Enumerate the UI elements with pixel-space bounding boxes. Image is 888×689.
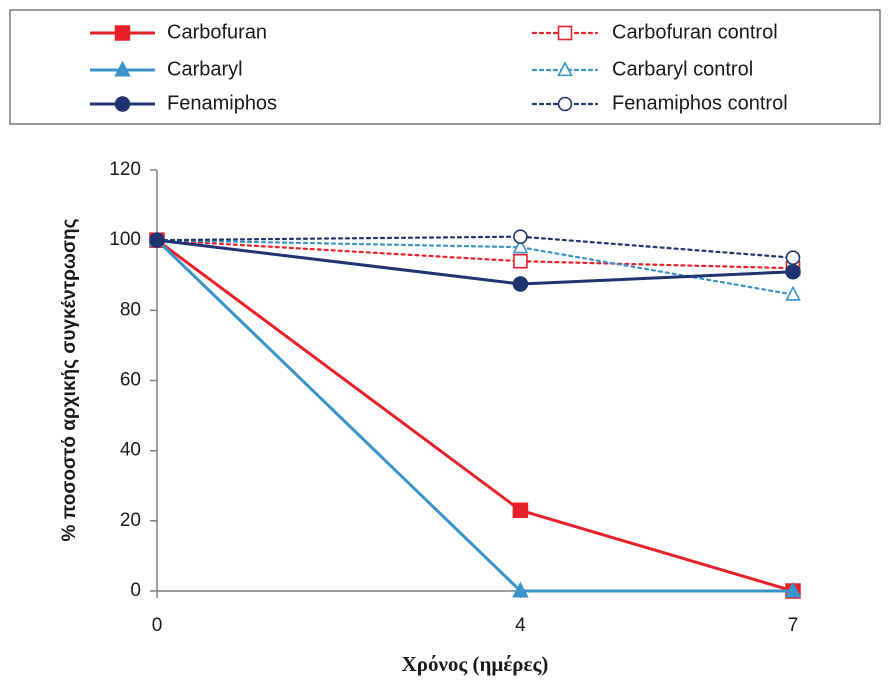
legend-item-fenamiphos: Fenamiphos <box>90 92 277 114</box>
legend-marker-carbaryl-control <box>557 61 573 77</box>
series-line-carbaryl <box>155 239 793 593</box>
data-point-carbaryl <box>512 581 529 598</box>
data-point-carbaryl-control <box>512 238 529 254</box>
y-tick-label: 80 <box>120 299 141 320</box>
data-point-carbofuran <box>512 502 529 519</box>
legend-marker-carbofuran-control <box>557 25 573 41</box>
legend-label-carbofuran-control: Carbofuran control <box>612 21 778 43</box>
y-tick-label: 60 <box>120 370 141 391</box>
y-tick-label: 100 <box>109 229 141 250</box>
y-tick-label: 0 <box>130 580 141 601</box>
legend-item-carbaryl: Carbaryl <box>90 58 243 80</box>
legend: Carbofuran Carbaryl Fenamiphos Carbofuran c… <box>9 9 881 125</box>
legend-marker-carbofuran <box>114 25 131 41</box>
x-tick-label: 4 <box>515 615 526 636</box>
series-fenamiphos <box>149 232 801 292</box>
y-tick-label: 40 <box>120 440 141 461</box>
legend-label-carbaryl-control: Carbaryl control <box>612 58 753 80</box>
data-point-carbaryl <box>784 581 802 598</box>
legend-item-carbofuran: Carbofuran <box>90 21 267 43</box>
x-tick-label: 0 <box>152 615 163 636</box>
data-point-fenamiphos <box>149 232 165 248</box>
data-point-carbofuran-control <box>513 253 528 269</box>
legend-label-fenamiphos: Fenamiphos <box>167 92 277 114</box>
data-point-carbaryl-control <box>785 285 801 301</box>
legend-marker-fenamiphos-control <box>557 96 573 112</box>
series-carbaryl <box>148 230 802 598</box>
series-line-carbaryl-control <box>155 239 795 296</box>
data-point-fenamiphos <box>512 276 529 292</box>
legend-label-carbaryl: Carbaryl <box>167 58 243 80</box>
legend-label-carbofuran: Carbofuran <box>167 21 267 43</box>
y-axis-title: % ποσοστό αρχικής συγκέντρωσης <box>59 218 80 541</box>
legend-item-fenamiphos-control: Fenamiphos control <box>531 92 788 114</box>
series-carbofuran <box>149 232 801 599</box>
y-tick-label: 20 <box>120 510 141 531</box>
legend-marker-fenamiphos <box>114 96 131 112</box>
data-point-fenamiphos-control <box>513 229 528 244</box>
legend-label-fenamiphos-control: Fenamiphos control <box>612 92 788 114</box>
legend-item-carbofuran-control: Carbofuran control <box>531 21 778 43</box>
x-axis-title: Χρόνος (ημέρες) <box>402 652 549 676</box>
legend-marker-carbaryl <box>114 60 131 77</box>
y-tick-label: 120 <box>109 159 141 180</box>
series-line-carbofuran <box>156 238 794 593</box>
x-tick-label: 7 <box>788 615 799 636</box>
legend-item-carbaryl-control: Carbaryl control <box>531 58 753 80</box>
series-line-carbofuran-control <box>155 239 795 270</box>
axes: 0 20 40 60 80 100 120 0 4 7 <box>109 159 798 636</box>
data-point-fenamiphos <box>785 263 801 280</box>
plot-area <box>148 229 802 599</box>
data-point-fenamiphos-control <box>785 250 801 266</box>
